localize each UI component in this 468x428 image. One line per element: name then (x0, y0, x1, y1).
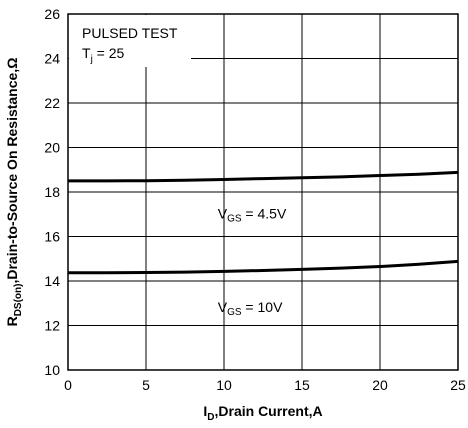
series-label-rest: = 10V (242, 299, 284, 315)
plot-frame (67, 13, 459, 371)
annotation-line-2: Tj = 25 (82, 45, 125, 65)
series-label-sub: GS (227, 307, 242, 318)
y-tick-label: 24 (44, 51, 60, 67)
y-tick-label: 18 (44, 184, 60, 200)
annotation-tj-rest: = 25 (93, 45, 125, 61)
x-axis-label-rest: ,Drain Current,A (215, 403, 323, 419)
x-tick-label: 15 (294, 377, 310, 393)
annotation-tj-main: T (82, 45, 91, 61)
x-tick-label: 20 (372, 377, 388, 393)
y-tick-label: 16 (44, 229, 60, 245)
series-line-1 (68, 259, 459, 275)
y-tick-label: 20 (44, 140, 60, 156)
series-line-0 (68, 170, 459, 183)
y-axis-label-rest: ,Drain-to-Source On Resistance,Ω (4, 58, 20, 284)
annotation-line-1: PULSED TEST (82, 25, 178, 41)
series-label-sub: GS (227, 214, 242, 225)
y-tick-label: 12 (44, 318, 60, 334)
y-tick-label: 22 (44, 95, 60, 111)
plot-border (67, 13, 459, 371)
x-axis-label-sub: D (207, 412, 214, 423)
y-axis-label-main: R (4, 316, 20, 326)
y-axis-label-sub: DS(on) (13, 284, 24, 317)
x-tick-label: 5 (142, 377, 150, 393)
y-tick-label: 14 (44, 273, 60, 289)
y-tick-label: 10 (44, 362, 60, 378)
x-axis-label-main: I (203, 403, 207, 419)
series-label-main: V (218, 299, 228, 315)
series-label-vgs-4-5: VGS = 4.5V (218, 206, 287, 225)
y-tick-label: 26 (44, 6, 60, 22)
x-tick-label: 10 (216, 377, 232, 393)
curves (68, 170, 459, 275)
x-axis-label: ID,Drain Current,A (203, 403, 322, 423)
annotation-background (69, 15, 191, 67)
series-label-rest: = 4.5V (242, 206, 287, 222)
x-tick-label: 25 (450, 377, 466, 393)
annotation-tj-sub: j (90, 54, 93, 65)
tick-labels: 0 5 10 15 20 25 10 12 14 16 18 20 22 24 26 (44, 6, 466, 393)
series-label-vgs-10: VGS = 10V (218, 299, 283, 318)
x-tick-label: 0 (64, 377, 72, 393)
series-label-main: V (218, 206, 228, 222)
grid (68, 14, 458, 370)
y-axis-label: RDS(on),Drain-to-Source On Resistance,Ω (4, 58, 24, 327)
